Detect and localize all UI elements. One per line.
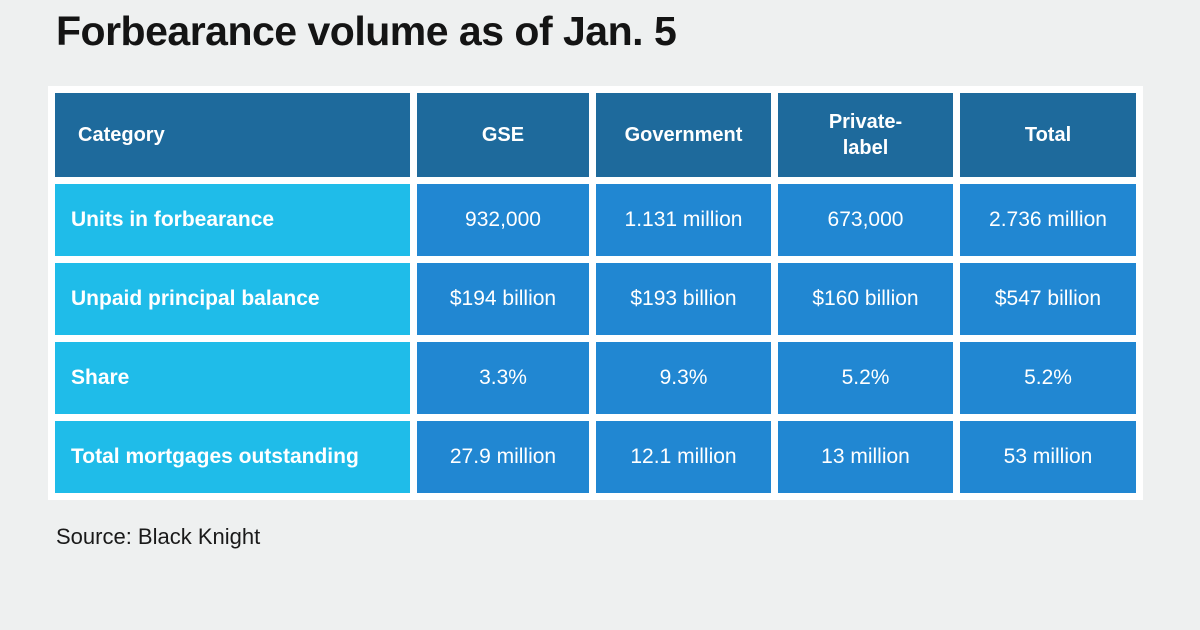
row-label-units-in-forbearance: Units in forbearance: [55, 184, 410, 256]
chart-title: Forbearance volume as of Jan. 5: [56, 8, 677, 54]
cell-units-government: 1.131 million: [596, 184, 771, 256]
source-attribution: Source: Black Knight: [56, 524, 261, 549]
cell-mortgages-total: 53 million: [960, 421, 1136, 493]
table-row-share: Share 3.3% 9.3% 5.2% 5.2%: [55, 342, 1136, 414]
cell-upb-gse: $194 billion: [417, 263, 589, 335]
table-header-row: Category GSE Government Private- label T…: [55, 93, 1136, 177]
cell-share-government: 9.3%: [596, 342, 771, 414]
forbearance-table: Category GSE Government Private- label T…: [48, 86, 1143, 500]
cell-mortgages-private-label: 13 million: [778, 421, 953, 493]
row-label-unpaid-principal-balance: Unpaid principal balance: [55, 263, 410, 335]
cell-share-private-label: 5.2%: [778, 342, 953, 414]
cell-share-total: 5.2%: [960, 342, 1136, 414]
column-header-gse: GSE: [417, 93, 589, 177]
cell-units-private-label: 673,000: [778, 184, 953, 256]
cell-upb-private-label: $160 billion: [778, 263, 953, 335]
table-row-units-in-forbearance: Units in forbearance 932,000 1.131 milli…: [55, 184, 1136, 256]
column-header-total: Total: [960, 93, 1136, 177]
column-header-government: Government: [596, 93, 771, 177]
cell-units-gse: 932,000: [417, 184, 589, 256]
cell-share-gse: 3.3%: [417, 342, 589, 414]
cell-mortgages-gse: 27.9 million: [417, 421, 589, 493]
cell-upb-government: $193 billion: [596, 263, 771, 335]
table-row-unpaid-principal-balance: Unpaid principal balance $194 billion $1…: [55, 263, 1136, 335]
row-label-share: Share: [55, 342, 410, 414]
column-header-category: Category: [55, 93, 410, 177]
table-row-total-mortgages-outstanding: Total mortgages outstanding 27.9 million…: [55, 421, 1136, 493]
cell-mortgages-government: 12.1 million: [596, 421, 771, 493]
cell-units-total: 2.736 million: [960, 184, 1136, 256]
cell-upb-total: $547 billion: [960, 263, 1136, 335]
row-label-total-mortgages-outstanding: Total mortgages outstanding: [55, 421, 410, 493]
column-header-private-label: Private- label: [778, 93, 953, 177]
